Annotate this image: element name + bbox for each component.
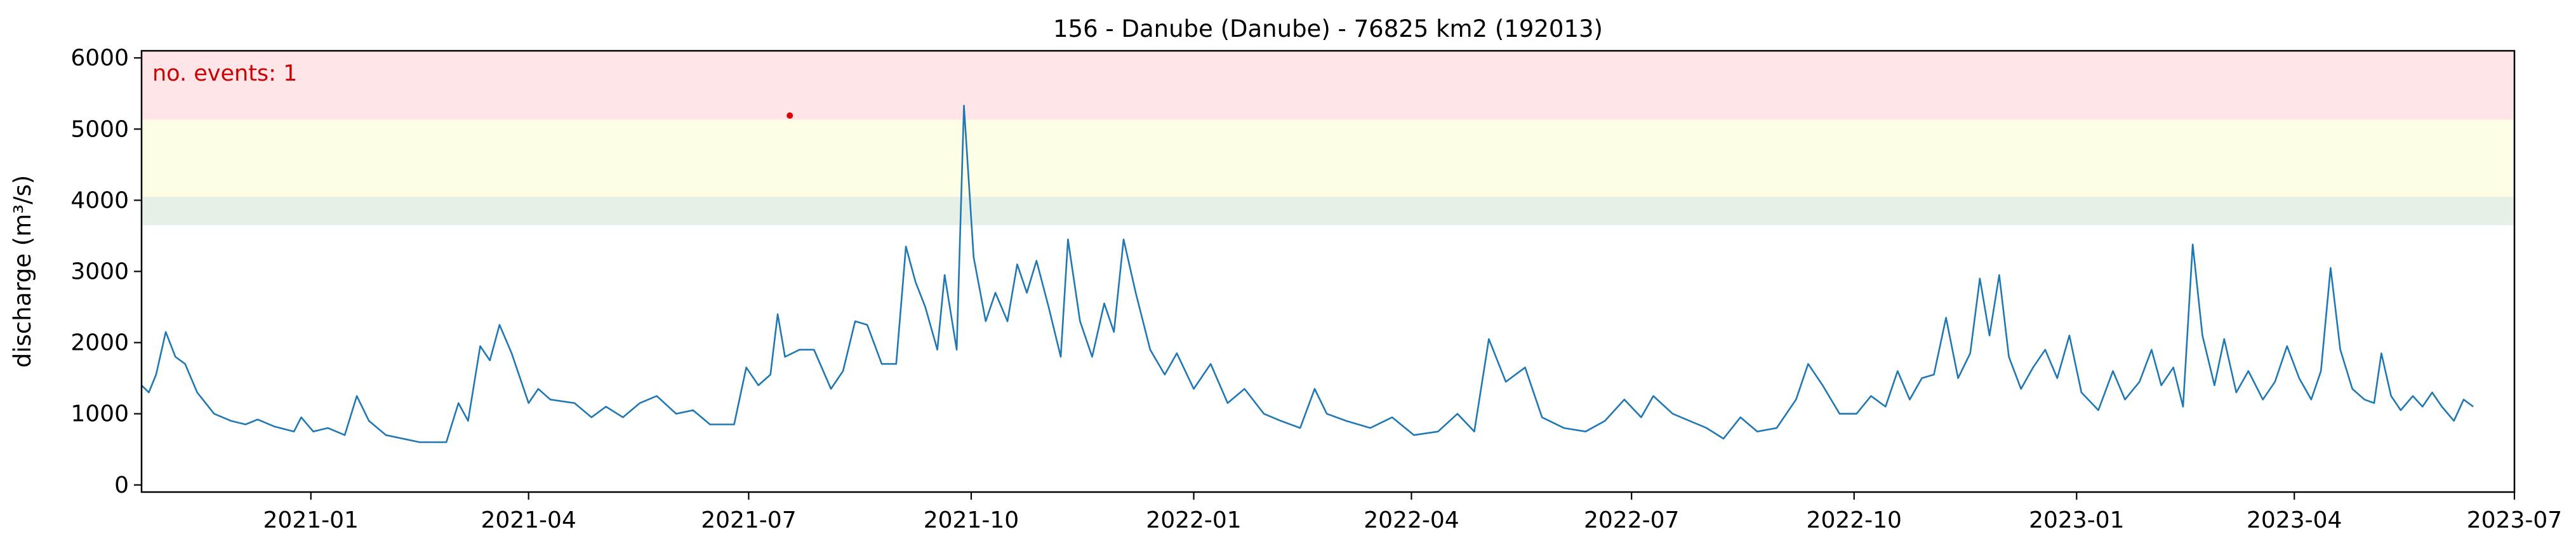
y-axis-ticks: 0 1000 2000 3000 4000 5000 6000 [70,45,142,498]
x-tick-label: 2022-10 [1807,507,1902,533]
event-marker [787,112,793,119]
y-tick-label: 2000 [70,330,129,356]
x-tick-label: 2022-04 [1364,507,1459,533]
x-tick-label: 2022-01 [1146,507,1241,533]
x-tick-label: 2023-04 [2247,507,2342,533]
threshold-band-1 [142,196,2514,225]
y-tick-label: 4000 [70,187,129,213]
threshold-bands [142,51,2514,225]
y-tick-label: 1000 [70,401,129,427]
x-tick-label: 2022-07 [1584,507,1679,533]
threshold-band-2 [142,119,2514,197]
chart-title: 156 - Danube (Danube) - 76825 km2 (19201… [1053,15,1603,43]
y-tick-label: 6000 [70,45,129,71]
y-tick-label: 3000 [70,259,129,285]
x-tick-label: 2021-10 [924,507,1019,533]
threshold-band-3 [142,51,2514,120]
x-tick-label: 2021-07 [701,507,796,533]
series-layer [141,105,2474,443]
x-tick-label: 2023-01 [2029,507,2124,533]
event-markers [787,112,793,119]
x-tick-label: 2021-01 [263,507,359,533]
x-tick-label: 2021-04 [481,507,576,533]
y-tick-label: 0 [114,472,129,498]
event-count-label: no. events: 1 [152,61,297,86]
x-axis-ticks: 2021-01 2021-04 2021-07 2021-10 2022-01 2022-… [263,492,2562,533]
y-axis-label: discharge (m³/s) [9,175,36,368]
discharge-series-line [141,105,2474,443]
y-tick-label: 5000 [70,116,129,142]
x-tick-label: 2023-07 [2467,507,2562,533]
